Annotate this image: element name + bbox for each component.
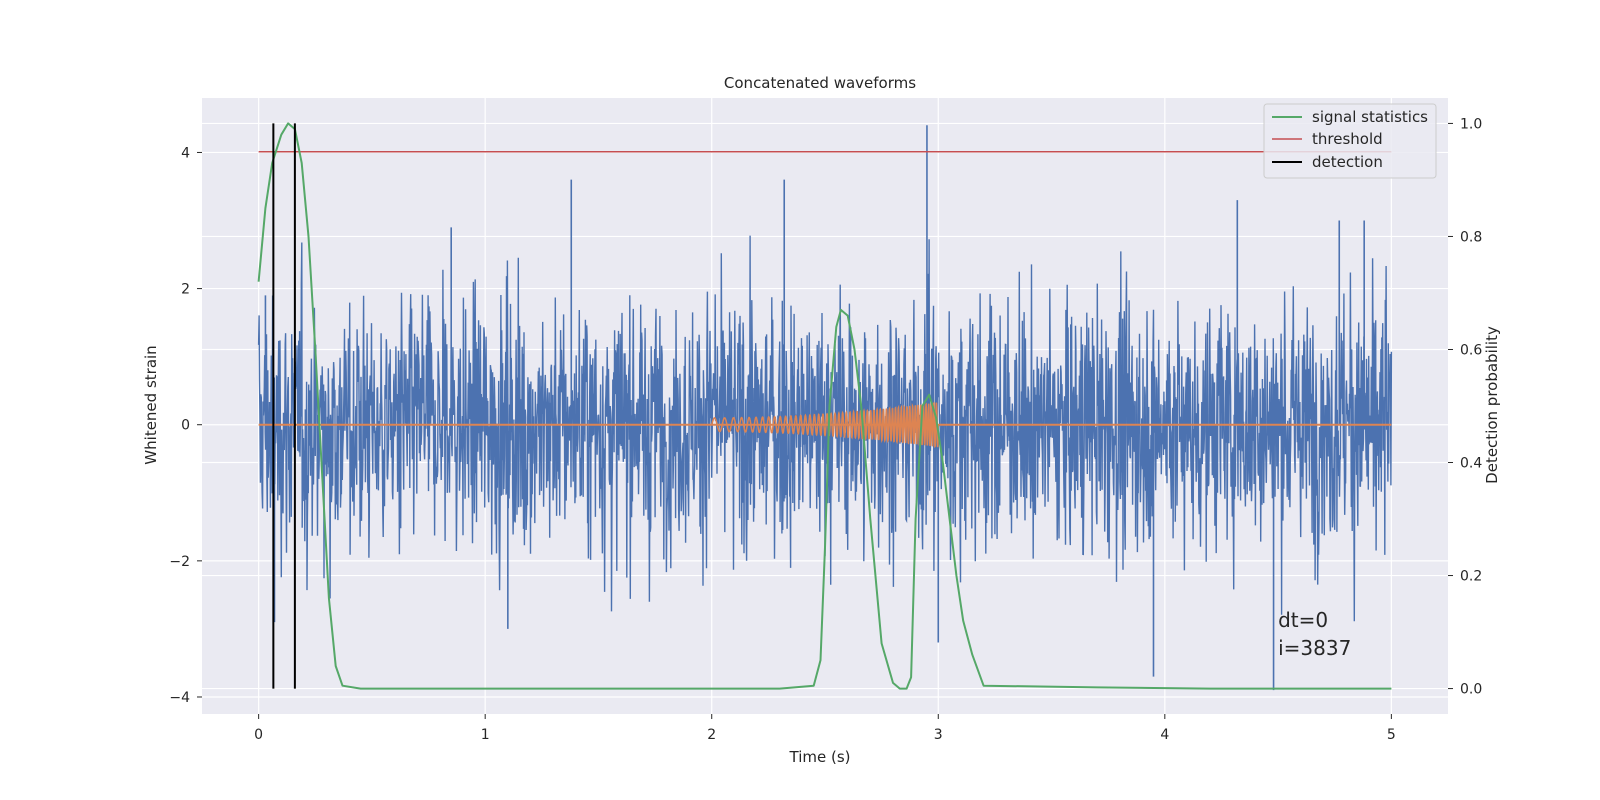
- chart-title: Concatenated waveforms: [724, 74, 916, 92]
- x-tick-label: 5: [1387, 727, 1396, 743]
- annotation: dt=0 i=3837: [1278, 608, 1351, 660]
- y-tick-label: 2: [181, 282, 190, 298]
- y2-axis-ticks: 0.0 0.2 0.4 0.6 0.8 1.0: [1448, 116, 1482, 698]
- y-axis-label: Whitened strain: [142, 345, 160, 464]
- x-tick-label: 0: [254, 727, 263, 743]
- y-tick-label: 4: [181, 145, 190, 161]
- y2-tick-label: 1.0: [1460, 116, 1482, 132]
- y2-tick-label: 0.4: [1460, 456, 1482, 472]
- x-tick-label: 2: [707, 727, 716, 743]
- legend-label-signal-statistics: signal statistics: [1312, 108, 1428, 126]
- annotation-index: i=3837: [1278, 636, 1351, 660]
- y2-tick-label: 0.0: [1460, 682, 1482, 698]
- legend-box: [1263, 103, 1437, 179]
- legend: signal statistics threshold detection: [1263, 103, 1437, 179]
- series-layer: [257, 122, 1393, 691]
- y2-axis-label: Detection probability: [1483, 326, 1501, 484]
- x-axis-ticks: 0 1 2 3 4 5: [254, 714, 1396, 743]
- y-axis-ticks: −4 −2 0 2 4: [169, 145, 202, 706]
- x-tick-label: 1: [481, 727, 490, 743]
- series-chirp: [710, 401, 940, 449]
- legend-label-threshold: threshold: [1312, 130, 1383, 148]
- y2-tick-label: 0.6: [1460, 342, 1482, 358]
- y2-tick-label: 0.2: [1460, 569, 1482, 585]
- x-tick-label: 3: [934, 727, 943, 743]
- x-axis-label: Time (s): [789, 748, 851, 766]
- annotation-dt: dt=0: [1278, 608, 1328, 632]
- series-signal-statistics: [257, 122, 1392, 690]
- y-tick-label: −4: [169, 690, 190, 706]
- y-tick-label: 0: [181, 418, 190, 434]
- y-tick-label: −2: [169, 554, 190, 570]
- x-tick-label: 4: [1160, 727, 1169, 743]
- y2-tick-label: 0.8: [1460, 229, 1482, 245]
- legend-label-detection: detection: [1312, 153, 1383, 171]
